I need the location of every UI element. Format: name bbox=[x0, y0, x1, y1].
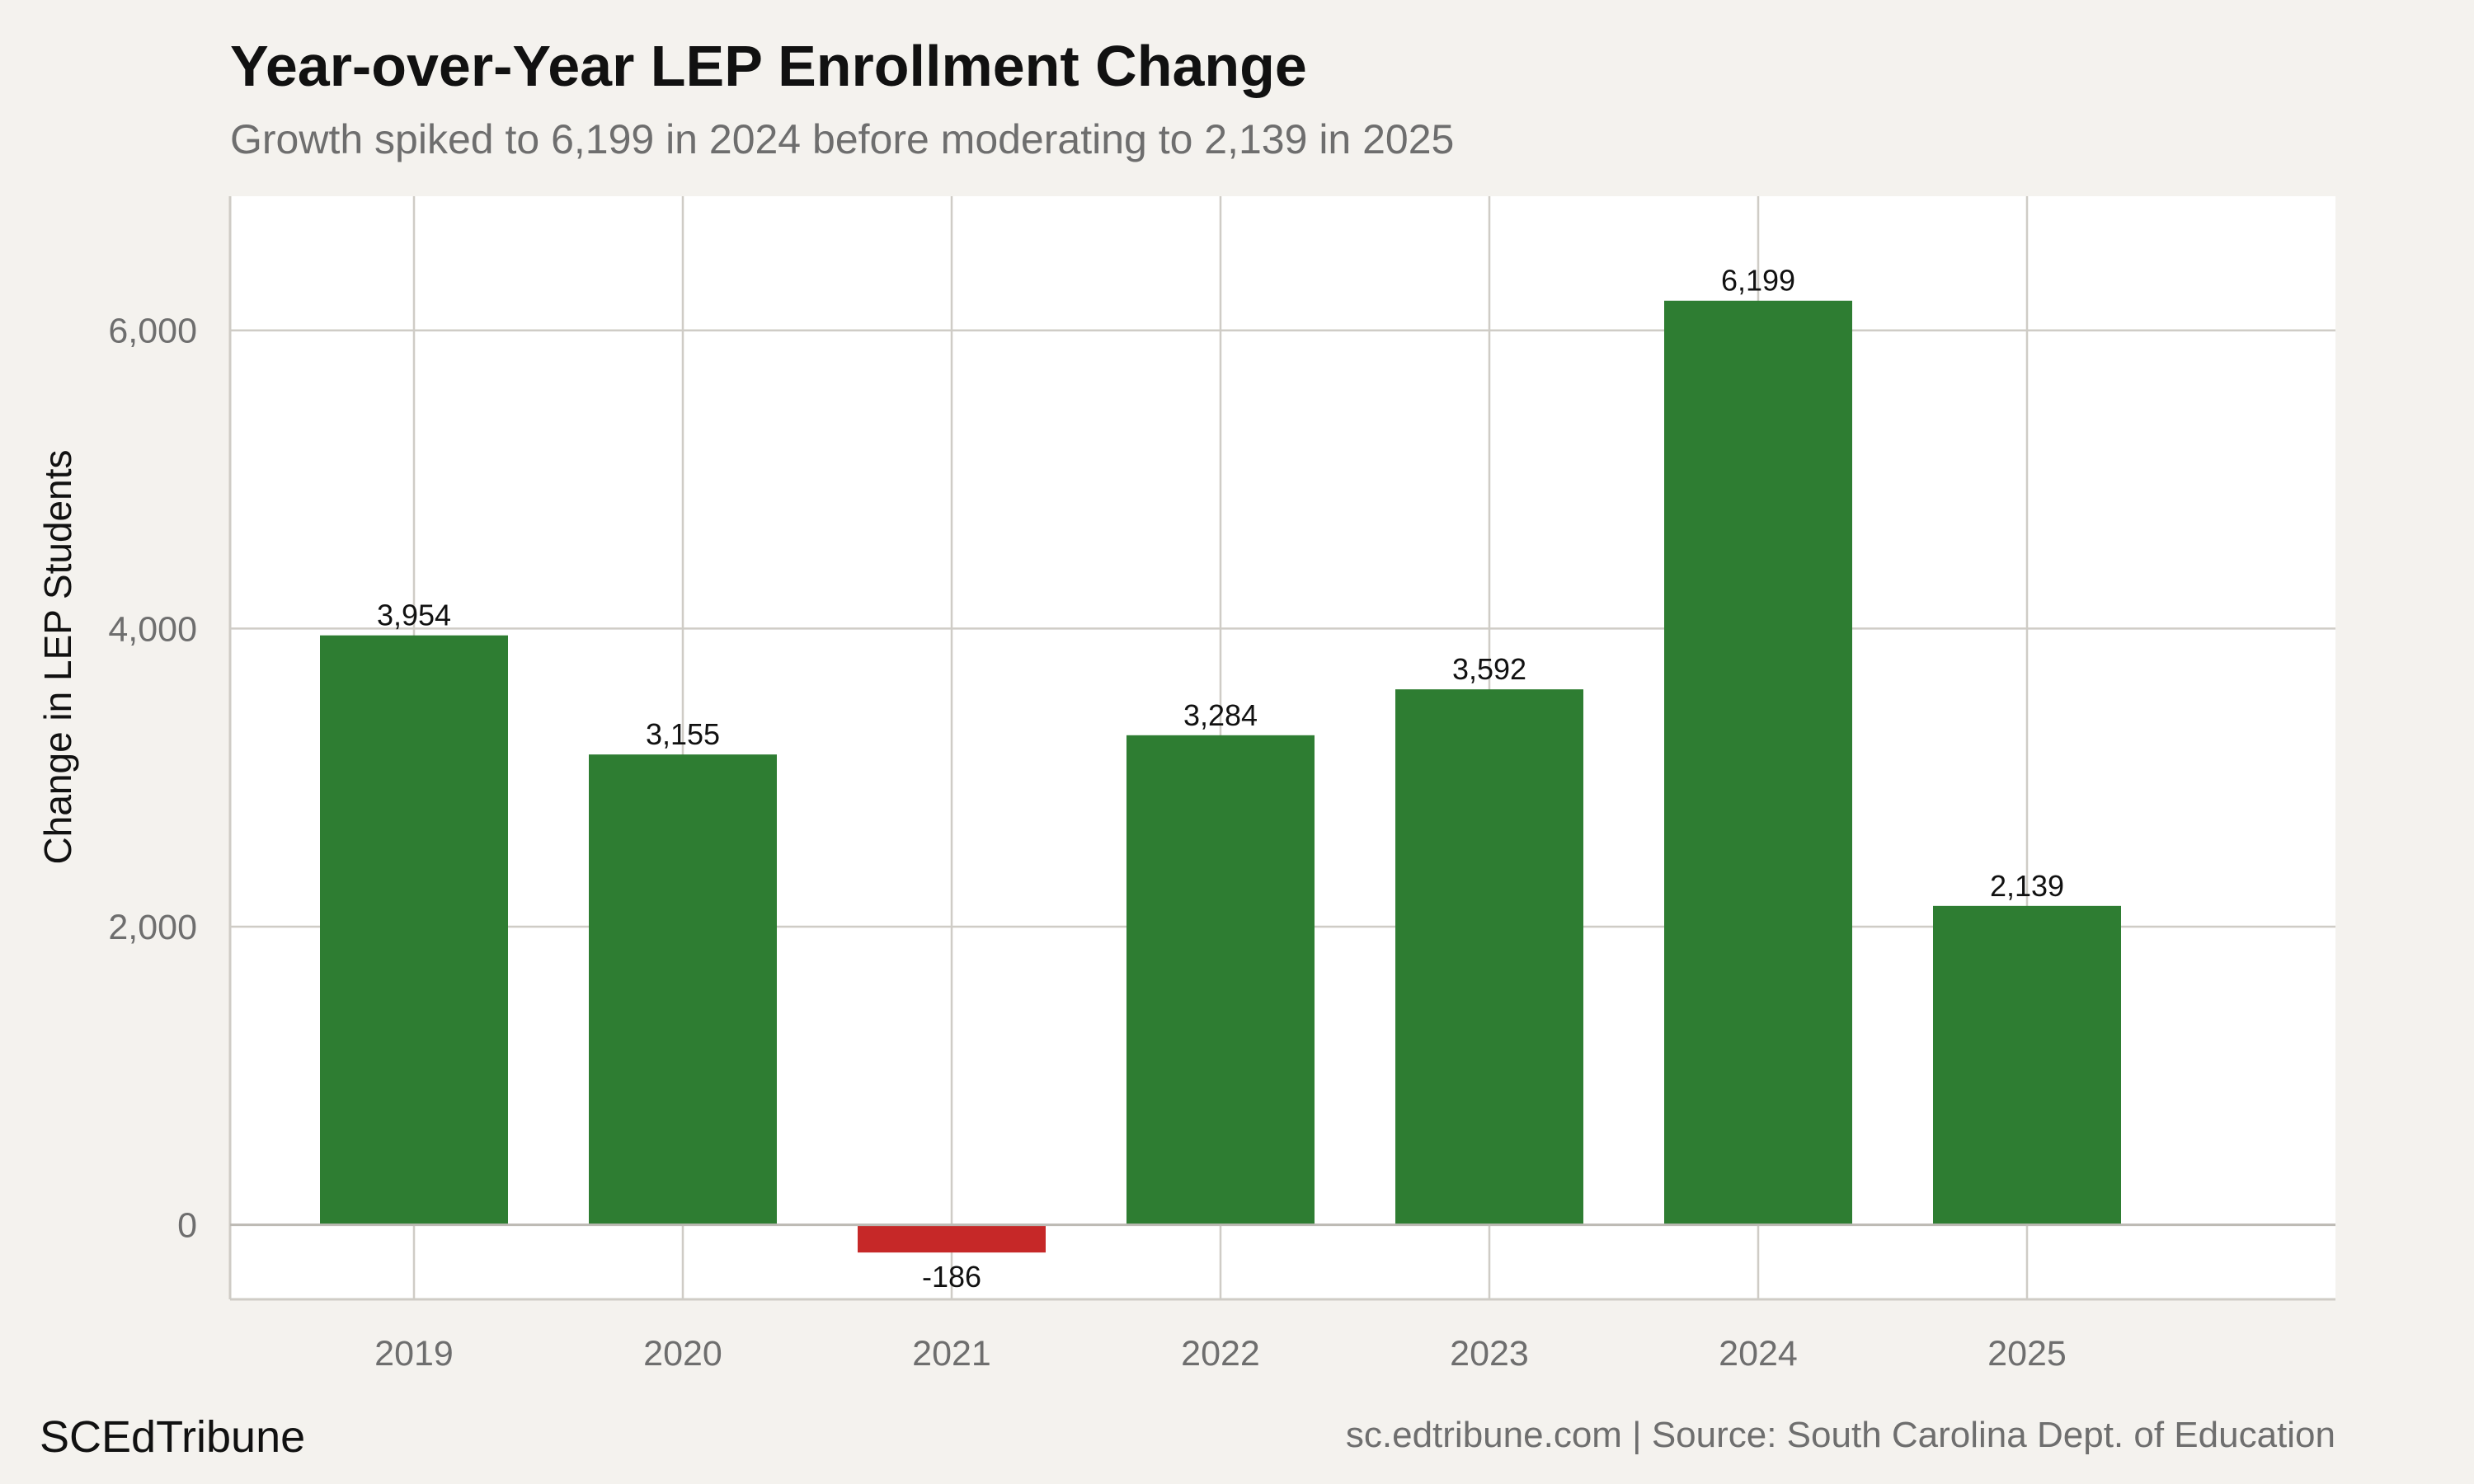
bar-chart: 0 2,000 4,000 6,000 3,954 2019 3,155 2020 -186 20… bbox=[36, 196, 2335, 1374]
x-tick-label: 2022 bbox=[1181, 1334, 1260, 1374]
data-label: -186 bbox=[922, 1260, 981, 1294]
x-tick-label: 2024 bbox=[1719, 1334, 1798, 1374]
bar-2025 bbox=[1933, 905, 2121, 1225]
bar-2019 bbox=[320, 635, 508, 1225]
chart-title: Year-over-Year LEP Enrollment Change bbox=[230, 34, 1307, 98]
y-tick-label: 4,000 bbox=[108, 609, 197, 649]
y-tick-label: 0 bbox=[177, 1206, 197, 1246]
chart-subtitle: Growth spiked to 6,199 in 2024 before mo… bbox=[230, 116, 1455, 162]
data-label: 2,139 bbox=[1990, 869, 2064, 903]
bar-2024 bbox=[1664, 300, 1852, 1225]
data-label: 6,199 bbox=[1721, 264, 1795, 298]
x-tick-label: 2020 bbox=[643, 1334, 722, 1374]
bar-2022 bbox=[1126, 735, 1315, 1225]
source-credit: sc.edtribune.com | Source: South Carolin… bbox=[1345, 1415, 2335, 1455]
y-tick-label: 2,000 bbox=[108, 908, 197, 947]
x-tick-label: 2019 bbox=[374, 1334, 454, 1374]
x-tick-label: 2025 bbox=[1987, 1334, 2067, 1374]
bar-2020 bbox=[589, 754, 777, 1225]
data-label: 3,954 bbox=[377, 599, 451, 632]
y-axis-title: Change in LEP Students bbox=[36, 450, 79, 865]
x-tick-label: 2021 bbox=[912, 1334, 991, 1374]
bar-2021 bbox=[858, 1224, 1046, 1253]
data-label: 3,284 bbox=[1183, 698, 1258, 732]
x-tick-label: 2023 bbox=[1450, 1334, 1529, 1374]
data-label: 3,155 bbox=[646, 717, 720, 751]
brand-logo-text: SCEdTribune bbox=[40, 1412, 306, 1462]
bar-2023 bbox=[1395, 689, 1583, 1225]
data-label: 3,592 bbox=[1452, 652, 1526, 686]
y-tick-label: 6,000 bbox=[108, 312, 197, 351]
